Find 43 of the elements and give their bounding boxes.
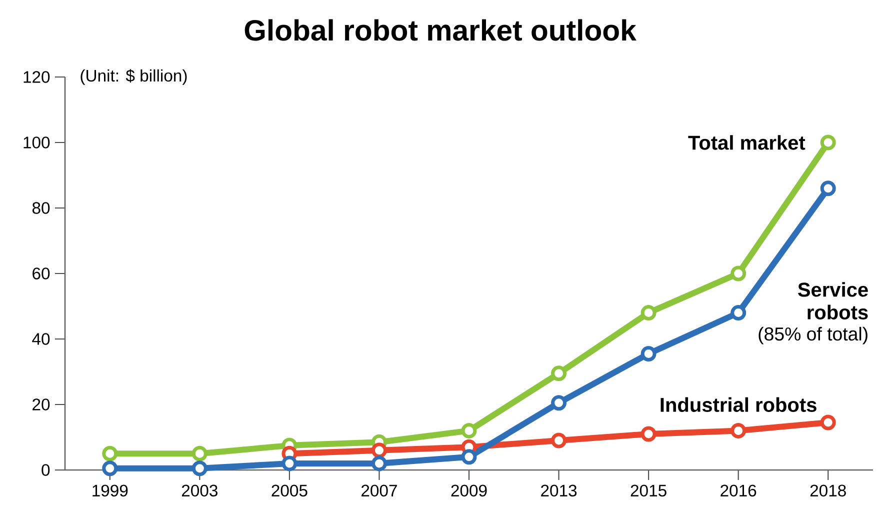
point [820, 180, 836, 196]
point [640, 426, 656, 442]
x-tick-label: 2016 [720, 484, 756, 497]
y-tick-label: 0 [42, 464, 50, 476]
x-tick-label: 2015 [630, 484, 666, 497]
point [730, 422, 746, 438]
y-tick-label: 120 [24, 71, 50, 83]
point [820, 414, 836, 430]
y-tick-label: 60 [32, 268, 50, 280]
y-tick-label: 100 [24, 136, 50, 148]
point [371, 456, 387, 472]
y-tick-label: 40 [32, 333, 50, 345]
point [461, 422, 477, 438]
point [192, 460, 208, 476]
y-axis-title: (Unit: $ billion) [80, 69, 187, 85]
point [192, 446, 208, 462]
series-label: Service robots [798, 282, 868, 320]
y-tick-label: 80 [32, 202, 50, 214]
series-label: Industrial robots [660, 397, 816, 412]
point [551, 395, 567, 411]
x-tick-label: 1999 [92, 484, 128, 497]
point [640, 346, 656, 362]
x-tick-label: 2013 [541, 484, 577, 497]
point [640, 305, 656, 321]
x-tick-label: 2009 [451, 484, 487, 497]
annotation: (85% of total) [758, 326, 868, 344]
series-label: Total market [688, 135, 806, 150]
point [102, 460, 118, 476]
y-tick-label: 20 [32, 398, 50, 410]
point [730, 266, 746, 282]
x-tick-label: 2007 [362, 484, 397, 497]
x-tick-label: 2003 [182, 484, 218, 497]
point [282, 456, 298, 472]
point [820, 134, 836, 150]
point [551, 432, 567, 448]
chart-title: Global robot market outlook [244, 19, 636, 41]
point [461, 449, 477, 465]
point [371, 442, 387, 458]
point [551, 366, 567, 382]
point [730, 305, 746, 321]
x-tick-label: 2005 [272, 484, 308, 497]
x-tick-label: 2018 [810, 484, 846, 497]
point [102, 446, 118, 462]
